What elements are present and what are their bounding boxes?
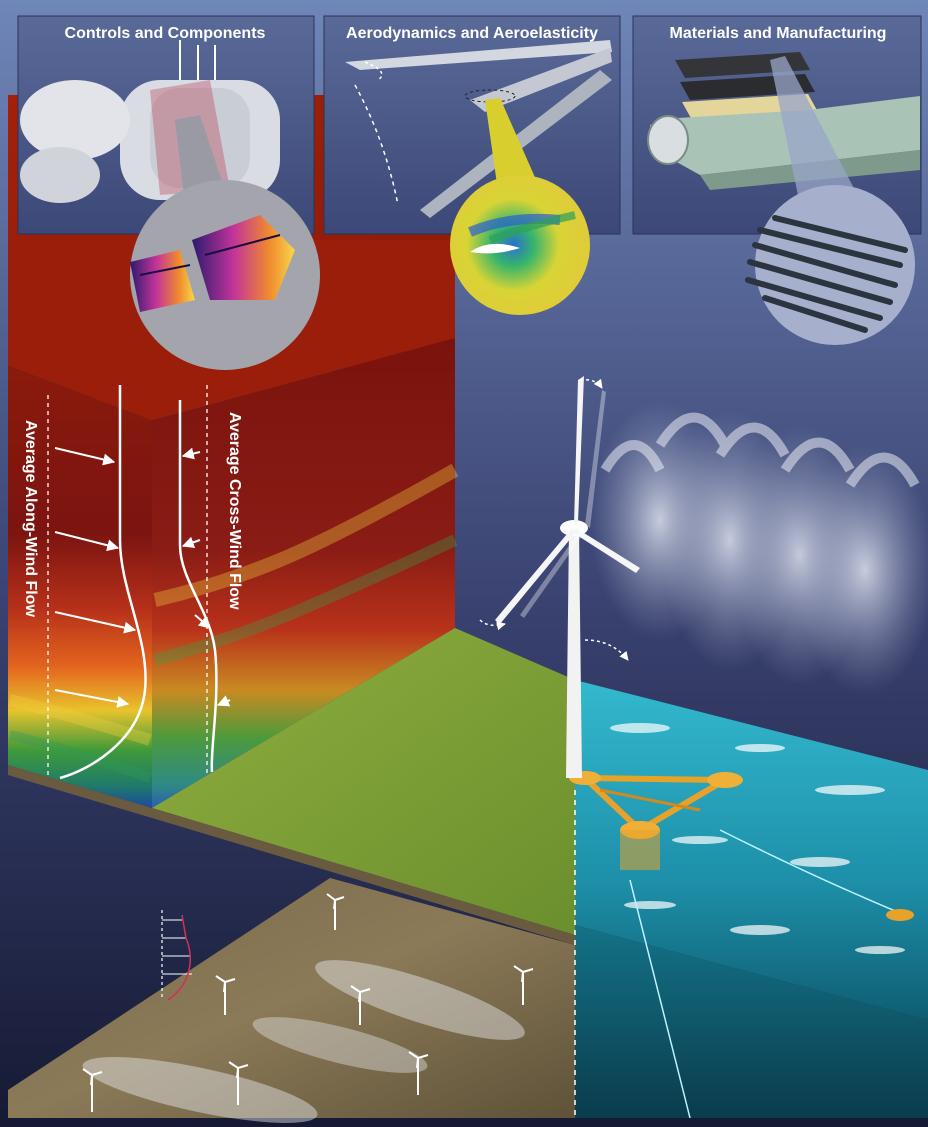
onshore-turbines	[82, 893, 534, 1112]
panel-controls-label: Controls and Components	[65, 25, 266, 42]
panel-aero-label: Aerodynamics and Aeroelasticity	[346, 25, 598, 42]
terrain-area	[8, 878, 575, 1118]
onshore-turbine	[513, 965, 534, 1005]
wave-crests	[610, 723, 905, 954]
onshore-turbine	[82, 1068, 103, 1112]
onshore-turbine	[215, 975, 236, 1015]
floating-platform	[569, 771, 743, 870]
offshore-turbine	[479, 376, 640, 778]
panel-controls-components: Controls and Components	[17, 15, 315, 235]
onshore-turbine	[350, 985, 371, 1025]
ground-edge-left	[8, 765, 575, 945]
component-callout	[130, 115, 320, 370]
turbine-wake	[590, 400, 928, 695]
buoy	[886, 909, 914, 921]
airfoil-shape	[470, 243, 520, 254]
turbulence-texture	[8, 463, 459, 783]
panel-materials-label: Materials and Manufacturing	[670, 25, 887, 42]
cube-left-face	[8, 365, 152, 808]
fiber-callout	[745, 56, 915, 345]
along-wind-label: Average Along-Wind Flow	[22, 420, 39, 617]
cube-right-face	[152, 338, 455, 808]
drivetrain-heatmap	[130, 215, 295, 312]
cross-wind-label: Average Cross-Wind Flow	[226, 412, 243, 610]
onshore-turbine	[408, 1051, 429, 1095]
terrain-wind-profile	[161, 910, 192, 1001]
ground-slab	[8, 628, 575, 1123]
airfoil-callout	[450, 98, 590, 315]
onshore-turbine	[326, 893, 345, 930]
cfd-flow-field	[450, 175, 590, 315]
onshore-turbine	[228, 1061, 249, 1105]
ocean	[574, 680, 928, 1119]
fiber-bundle	[745, 215, 908, 333]
ocean-surface	[575, 680, 928, 1020]
grass-field	[152, 628, 575, 935]
ocean-depth	[575, 925, 928, 1118]
along-wind-profile: Average Along-Wind Flow	[22, 385, 147, 780]
cross-wind-profile: Average Cross-Wind Flow	[178, 385, 243, 778]
